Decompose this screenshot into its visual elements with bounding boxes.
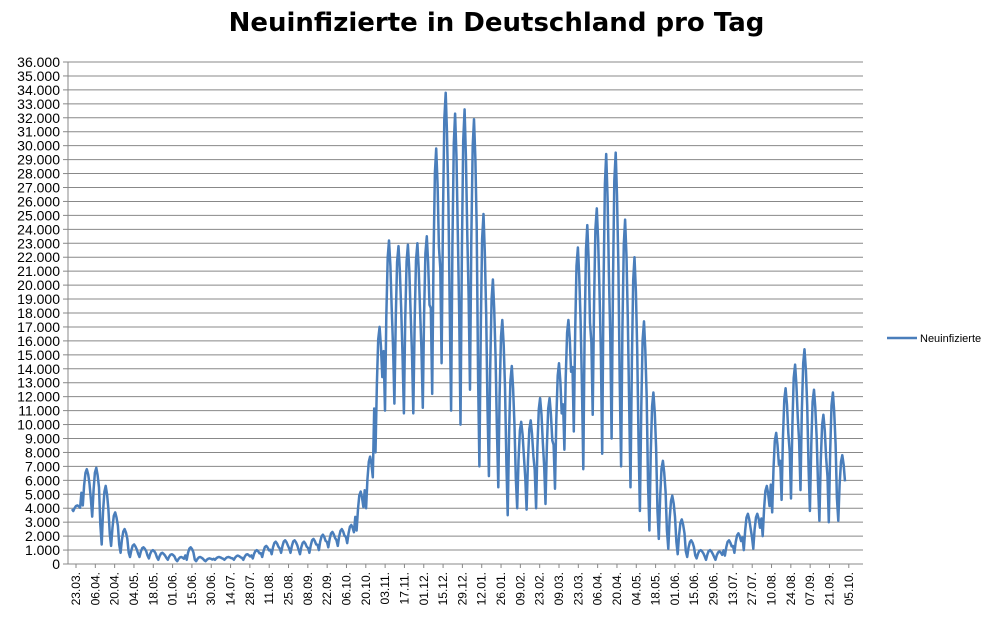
y-tick-label: 5.000: [25, 486, 60, 502]
x-tick-label: 28.07.: [243, 572, 257, 605]
y-tick-label: 0: [52, 556, 60, 572]
x-tick-label: 18.05.: [146, 572, 160, 605]
y-tick-labels: 01.0002.0003.0004.0005.0006.0007.0008.00…: [17, 54, 60, 572]
x-tick-label: 15.12.: [436, 572, 450, 605]
x-tick-label: 18.05.: [649, 572, 663, 605]
y-tick-label: 17.000: [17, 319, 60, 335]
x-tick-label: 25.08.: [282, 572, 296, 605]
x-tick-label: 05.10.: [842, 572, 856, 605]
series-line-neuinfizierte: [70, 91, 847, 563]
y-tick-label: 19.000: [17, 291, 60, 307]
x-tick-label: 01.06.: [166, 572, 180, 605]
x-tick-label: 26.01.: [494, 572, 508, 605]
y-tick-label: 27.000: [17, 180, 60, 196]
x-tick-label: 01.06.: [668, 572, 682, 605]
y-tick-label: 23.000: [17, 235, 60, 251]
x-tick-label: 29.12.: [455, 572, 469, 605]
y-tick-label: 22.000: [17, 249, 60, 265]
x-tick-label: 22.09.: [320, 572, 334, 605]
y-tick-label: 11.000: [18, 403, 60, 419]
y-tick-label: 2.000: [25, 528, 60, 544]
x-tick-label: 24.08.: [784, 572, 798, 605]
y-tick-label: 9.000: [25, 431, 60, 447]
axes: [63, 61, 863, 568]
x-tick-labels: 23.03. 06.04. 20.04. 04.05. 18.05. 01.06. 15.0…: [69, 572, 856, 605]
y-tick-label: 30.000: [17, 138, 60, 154]
y-tick-label: 16.000: [17, 333, 60, 349]
x-tick-label: 01.12.: [417, 572, 431, 605]
y-tick-label: 21.000: [17, 263, 60, 279]
x-tick-label: 12.01.: [475, 572, 489, 605]
y-tick-label: 33.000: [17, 96, 60, 112]
legend: Neuinfizierte: [887, 333, 981, 345]
y-tick-label: 35.000: [17, 68, 60, 84]
x-tick-label: 09.03.: [552, 572, 566, 605]
y-tick-label: 29.000: [17, 152, 60, 168]
y-tick-label: 1.000: [25, 542, 60, 558]
series-layer: [70, 91, 847, 563]
x-tick-label: 04.05.: [629, 572, 643, 605]
y-tick-label: 7.000: [25, 458, 60, 474]
x-tick-label: 14.07.: [224, 572, 238, 605]
x-tick-label: 21.09.: [822, 572, 836, 605]
x-tick-label: 08.09.: [301, 572, 315, 605]
y-tick-label: 6.000: [25, 472, 60, 488]
y-tick-label: 26.000: [17, 193, 60, 209]
y-tick-label: 31.000: [17, 124, 60, 140]
y-tick-label: 3.000: [25, 514, 60, 530]
y-tick-label: 24.000: [17, 221, 60, 237]
x-tick-label: 27.07.: [745, 572, 759, 605]
x-tick-label: 15.06.: [185, 572, 199, 605]
y-tick-label: 4.000: [25, 500, 60, 516]
x-tick-label: 23.03.: [571, 572, 585, 605]
x-tick-label: 09.02.: [513, 572, 527, 605]
chart-title: Neuinfizierte in Deutschland pro Tag: [228, 8, 765, 38]
y-tick-label: 8.000: [25, 444, 60, 460]
x-tick-label: 20.10.: [359, 572, 373, 605]
x-tick-label: 10.08.: [765, 572, 779, 605]
y-tick-label: 28.000: [17, 166, 60, 182]
x-tick-label: 03.11.: [378, 572, 392, 604]
x-tick-label: 07.09.: [803, 572, 817, 605]
y-tick-label: 10.000: [17, 417, 60, 433]
y-tick-label: 13.000: [17, 375, 60, 391]
x-tick-label: 20.04.: [108, 572, 122, 605]
y-tick-label: 25.000: [17, 207, 60, 223]
legend-label: Neuinfizierte: [920, 333, 981, 345]
y-tick-label: 14.000: [17, 361, 60, 377]
y-tick-label: 34.000: [17, 82, 60, 98]
grid-lines: [68, 61, 863, 565]
x-tick-label: 17.11.: [397, 572, 411, 604]
x-tick-label: 30.06.: [204, 572, 218, 605]
y-tick-label: 18.000: [17, 305, 60, 321]
y-tick-label: 15.000: [17, 347, 60, 363]
y-tick-label: 32.000: [17, 110, 60, 126]
x-tick-label: 06.04.: [88, 572, 102, 605]
x-tick-label: 20.04.: [610, 572, 624, 605]
x-tick-label: 23.03.: [69, 572, 83, 605]
x-tick-label: 06.04.: [591, 572, 605, 605]
x-tick-label: 11.08.: [262, 572, 276, 604]
x-tick-label: 04.05.: [127, 572, 141, 605]
y-tick-label: 12.000: [17, 389, 60, 405]
y-tick-label: 20.000: [17, 277, 60, 293]
x-tick-label: 06.10.: [339, 572, 353, 605]
y-tick-label: 36.000: [17, 54, 60, 70]
x-tick-label: 15.06.: [687, 572, 701, 605]
x-tick-label: 23.02.: [533, 572, 547, 605]
x-tick-label: 29.06.: [707, 572, 721, 605]
x-tick-label: 13.07.: [726, 572, 740, 605]
